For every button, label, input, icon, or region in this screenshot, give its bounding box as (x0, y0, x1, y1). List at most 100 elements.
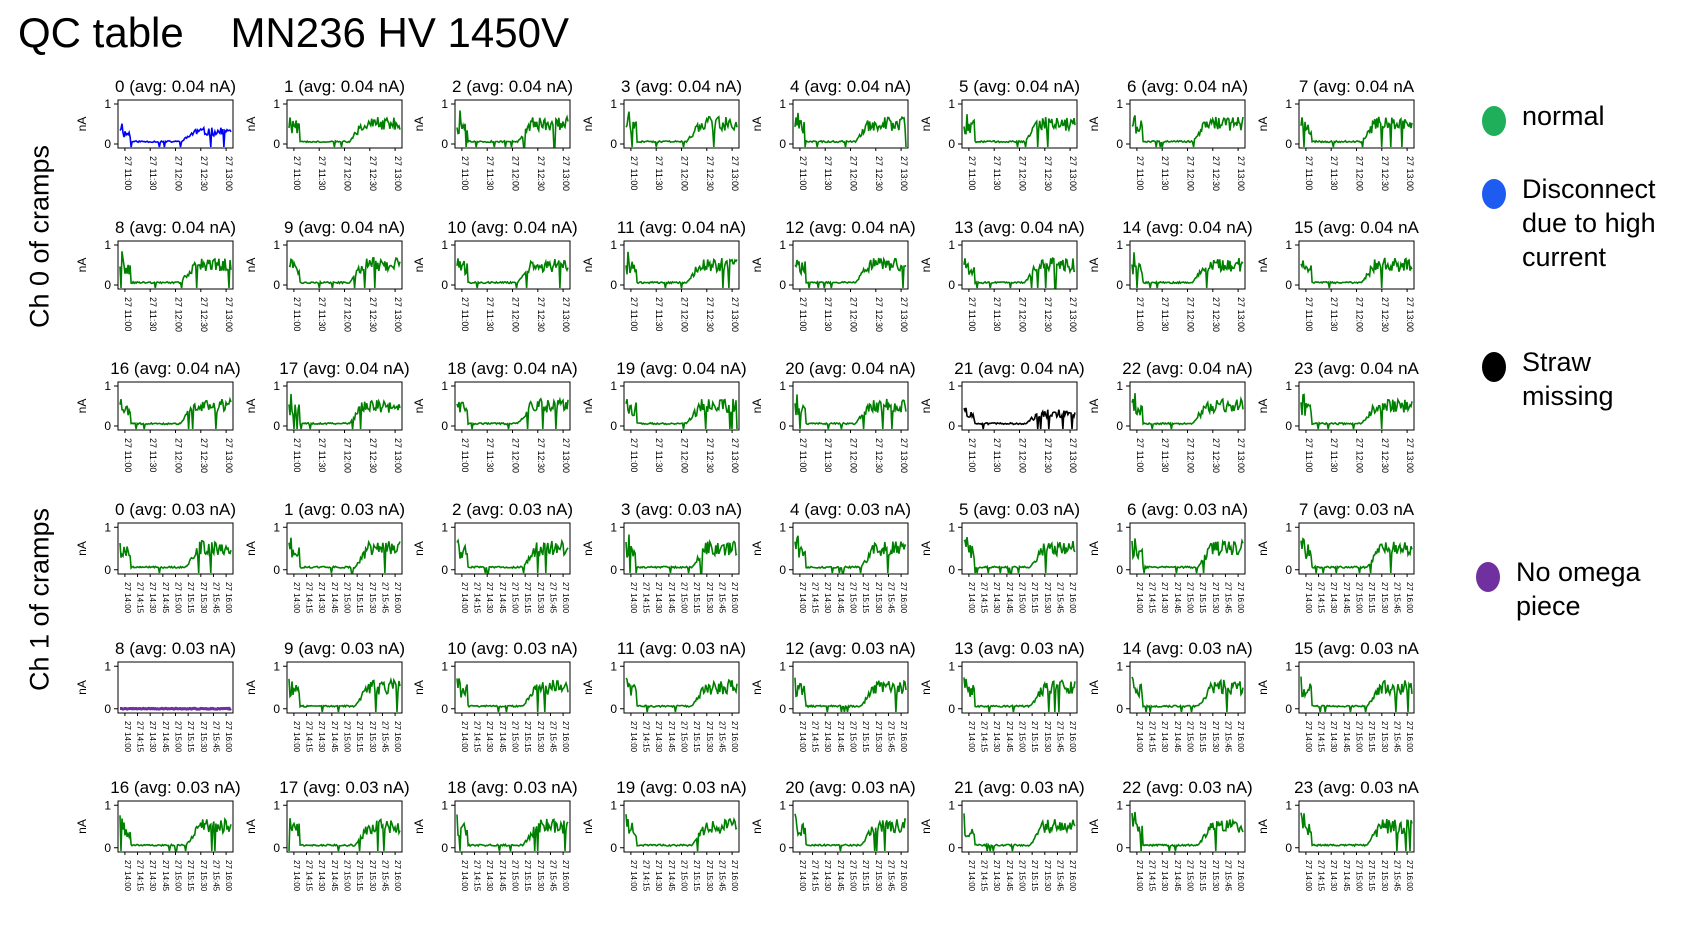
y-tick-label: 0 (441, 278, 448, 292)
legend-item-no-omega: No omega piece (1476, 555, 1676, 627)
x-tick-label: 27 13:00 (1068, 297, 1078, 332)
panel-title: 21 (avg: 0.04 nA) (954, 359, 1084, 378)
y-axis-label: nA (1256, 541, 1270, 556)
x-tick-label: 27 14:30 (823, 721, 832, 753)
y-tick-label: 0 (1116, 841, 1123, 855)
y-axis-label: nA (581, 399, 595, 414)
panel-title: 4 (avg: 0.04 nA) (790, 77, 911, 96)
y-tick-label: 0 (441, 841, 448, 855)
x-tick-label: 27 15:30 (705, 582, 714, 614)
x-tick-label: 27 14:15 (305, 721, 314, 753)
series-line (1131, 811, 1244, 852)
y-tick-label: 1 (948, 798, 955, 812)
panel-0-8: 8 (avg: 0.04 nA) 0 1 nA 27 11:00 27 11:30 27 1… (75, 218, 236, 332)
x-tick-label: 27 15:30 (368, 582, 377, 614)
panel-0-18: 18 (avg: 0.04 nA) 0 1 nA 27 11:00 27 11:30 27 … (412, 359, 578, 473)
x-tick-label: 27 14:15 (1148, 582, 1157, 614)
y-axis-label: nA (919, 680, 933, 695)
x-tick-label: 27 12:30 (1211, 156, 1221, 191)
x-tick-label: 27 15:45 (717, 582, 726, 614)
x-tick-label: 27 16:00 (1405, 721, 1414, 753)
y-axis-label: nA (919, 117, 933, 132)
x-tick-label: 27 14:30 (1329, 721, 1338, 753)
x-tick-label: 27 13:00 (1405, 297, 1415, 332)
x-tick-label: 27 13:00 (224, 297, 234, 332)
x-tick-label: 27 11:00 (629, 156, 639, 190)
x-tick-label: 27 12:00 (343, 438, 353, 473)
panel-title: 1 (avg: 0.04 nA) (284, 77, 405, 96)
x-tick-label: 27 12:30 (705, 156, 715, 191)
series-line (625, 111, 738, 148)
x-tick-label: 27 14:00 (1135, 721, 1144, 753)
x-tick-label: 27 11:30 (485, 438, 495, 472)
y-tick-label: 1 (273, 238, 280, 252)
y-axis-label: nA (244, 117, 258, 132)
y-tick-label: 0 (948, 563, 955, 577)
x-tick-label: 27 15:00 (849, 721, 858, 753)
x-tick-label: 27 16:00 (1068, 582, 1077, 614)
y-tick-label: 0 (104, 841, 111, 855)
x-tick-label: 27 14:15 (136, 860, 145, 892)
x-tick-label: 27 14:45 (498, 582, 507, 614)
legend-label-straw-missing: Straw missing (1522, 347, 1614, 411)
x-tick-label: 27 12:00 (174, 438, 184, 473)
x-tick-label: 27 12:30 (536, 297, 546, 332)
x-tick-label: 27 16:00 (1405, 582, 1414, 614)
x-tick-label: 27 13:00 (561, 297, 571, 332)
y-tick-label: 0 (610, 278, 617, 292)
x-tick-label: 27 13:00 (1068, 438, 1078, 473)
panel-0-23: 23 (avg: 0.04 nA 0 1 nA 27 11:00 27 11:30 27 1… (1256, 359, 1420, 473)
panel-title: 17 (avg: 0.03 nA) (279, 778, 409, 797)
y-tick-label: 1 (441, 520, 448, 534)
panel-title: 15 (avg: 0.04 nA (1294, 218, 1419, 237)
y-tick-label: 0 (610, 419, 617, 433)
x-tick-label: 27 14:15 (1317, 721, 1326, 753)
y-tick-label: 0 (948, 278, 955, 292)
series-line (794, 677, 907, 713)
x-tick-label: 27 15:15 (186, 582, 195, 614)
x-tick-label: 27 12:00 (174, 156, 184, 191)
x-tick-label: 27 15:30 (1211, 860, 1220, 892)
panel-0-3: 3 (avg: 0.04 nA) 0 1 nA 27 11:00 27 11:30 27 1… (581, 77, 742, 191)
x-tick-label: 27 15:15 (1198, 721, 1207, 753)
y-tick-label: 0 (441, 563, 448, 577)
x-tick-label: 27 15:15 (861, 721, 870, 753)
x-tick-label: 27 15:15 (355, 721, 364, 753)
x-tick-label: 27 14:00 (460, 582, 469, 614)
plot-frame (117, 661, 234, 714)
legend-label-disconnect: Disconnect due to high current (1522, 174, 1656, 272)
x-tick-label: 27 13:00 (730, 156, 740, 191)
series-line (794, 394, 907, 430)
x-tick-label: 27 14:00 (798, 721, 807, 753)
y-tick-label: 1 (441, 659, 448, 673)
y-tick-label: 1 (1285, 659, 1292, 673)
x-tick-label: 27 15:45 (886, 582, 895, 614)
x-tick-label: 27 15:00 (511, 721, 520, 753)
panel-title: 20 (avg: 0.03 nA) (785, 778, 915, 797)
x-tick-label: 27 11:30 (1329, 438, 1339, 472)
x-tick-label: 27 14:45 (330, 582, 339, 614)
x-tick-label: 27 14:00 (292, 860, 301, 892)
x-tick-label: 27 15:45 (717, 860, 726, 892)
y-axis-label: nA (919, 541, 933, 556)
plot-frame (454, 381, 571, 431)
x-tick-label: 27 14:00 (967, 582, 976, 614)
x-tick-label: 27 11:30 (992, 438, 1002, 472)
x-tick-label: 27 12:30 (1211, 297, 1221, 332)
x-tick-label: 27 15:45 (380, 582, 389, 614)
y-tick-label: 1 (610, 520, 617, 534)
series-line (794, 535, 907, 574)
x-tick-label: 27 15:00 (1018, 721, 1027, 753)
x-tick-label: 27 15:15 (186, 721, 195, 753)
panel-title: 13 (avg: 0.04 nA) (954, 218, 1084, 237)
x-tick-label: 27 14:00 (798, 860, 807, 892)
y-tick-label: 0 (273, 702, 280, 716)
x-tick-label: 27 14:00 (798, 582, 807, 614)
x-tick-label: 27 14:30 (1329, 582, 1338, 614)
x-tick-label: 27 14:00 (123, 721, 132, 753)
x-tick-label: 27 15:15 (523, 582, 532, 614)
x-tick-label: 27 15:45 (886, 860, 895, 892)
x-tick-label: 27 15:15 (692, 860, 701, 892)
